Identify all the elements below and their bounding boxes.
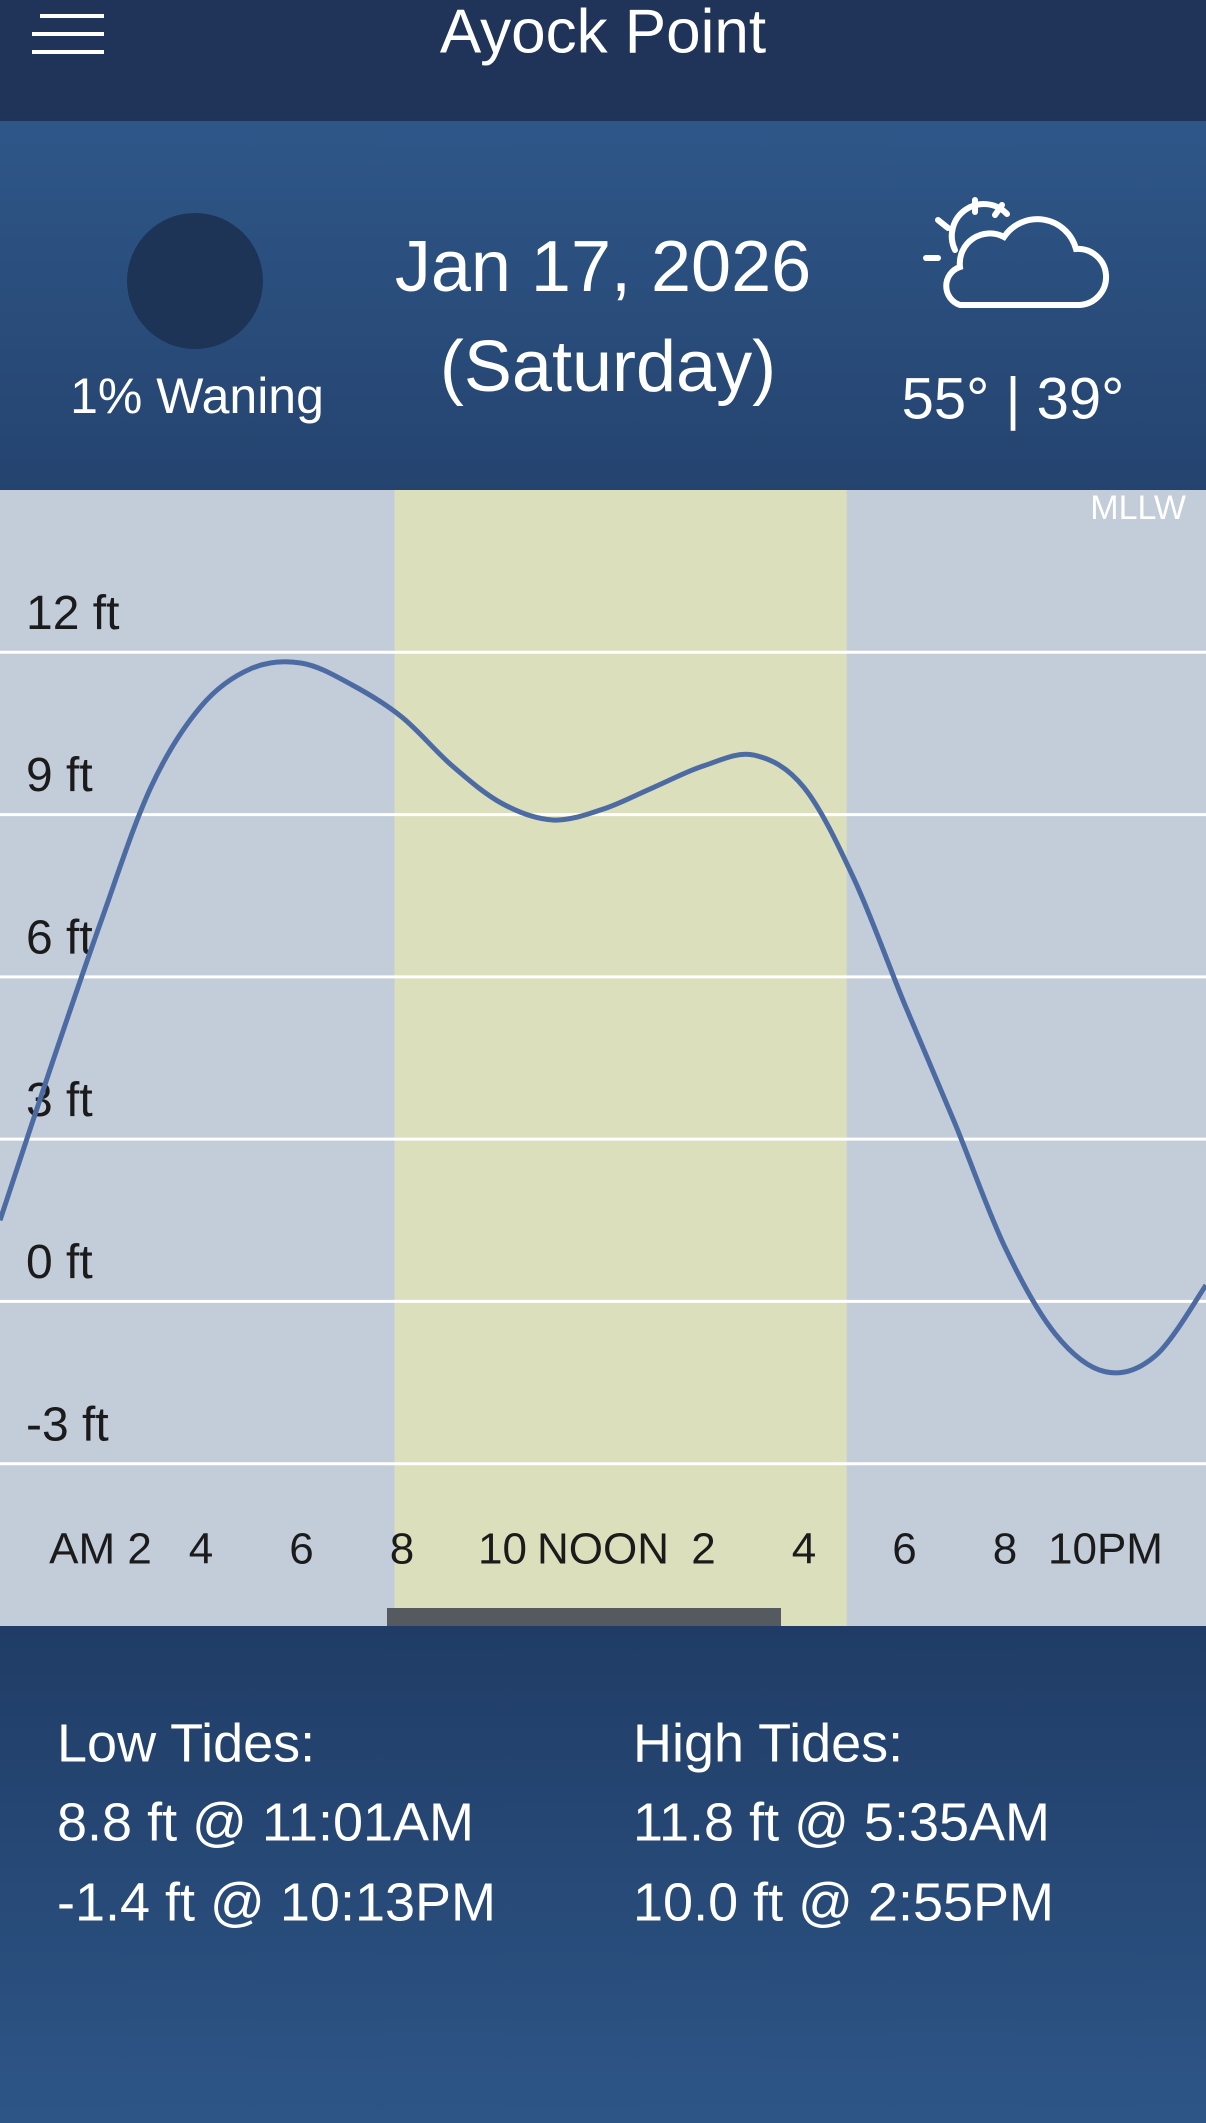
x-tick-label: 10 (478, 1525, 527, 1574)
x-tick-label: 6 (289, 1525, 313, 1574)
tide-list: Low Tides: 8.8 ft @ 11:01AM -1.4 ft @ 10:1… (57, 1713, 1054, 1932)
x-tick-label: NOON (537, 1525, 669, 1574)
y-tick-label: 0 ft (26, 1236, 93, 1289)
daylight-band (394, 490, 847, 1626)
tide-entry: -1.4 ft @ 10:13PM (57, 1872, 496, 1932)
tide-heading: High Tides: (633, 1713, 903, 1773)
tide-entry: 10.0 ft @ 2:55PM (633, 1872, 1054, 1932)
x-tick-label: 2 (691, 1525, 715, 1574)
y-tick-label: 12 ft (26, 587, 119, 640)
tide-curve (0, 659, 1206, 1376)
tide-entry: 8.8 ft @ 11:01AM (57, 1792, 474, 1852)
tide-entry: 11.8 ft @ 5:35AM (633, 1792, 1050, 1852)
temperatures: 55° | 39° (902, 366, 1125, 431)
x-tick-label: 4 (189, 1525, 213, 1574)
header-bar (0, 0, 1206, 121)
menu-button[interactable] (32, 14, 104, 54)
x-tick-label: 8 (390, 1525, 414, 1574)
x-tick-label: 4 (792, 1525, 816, 1574)
x-tick-label: AM 2 (49, 1525, 152, 1574)
datum-label: MLLW (1090, 489, 1186, 527)
tide-heading: Low Tides: (57, 1713, 315, 1773)
scroll-handle[interactable] (387, 1608, 781, 1626)
location-title: Ayock Point (440, 0, 766, 66)
moon-phase: 1% Waning (70, 368, 324, 424)
y-tick-label: -3 ft (26, 1398, 109, 1451)
moon-icon (127, 213, 263, 349)
weather-icon (923, 197, 1109, 308)
x-tick-label: 8 (993, 1525, 1017, 1574)
y-tick-label: 9 ft (26, 749, 93, 802)
y-tick-label: 6 ft (26, 912, 93, 965)
tides-panel (0, 1626, 1206, 2123)
x-tick-label: 10PM (1048, 1525, 1163, 1574)
x-tick-label: 6 (892, 1525, 916, 1574)
weekday: (Saturday) (440, 327, 776, 407)
date: Jan 17, 2026 (395, 227, 811, 307)
